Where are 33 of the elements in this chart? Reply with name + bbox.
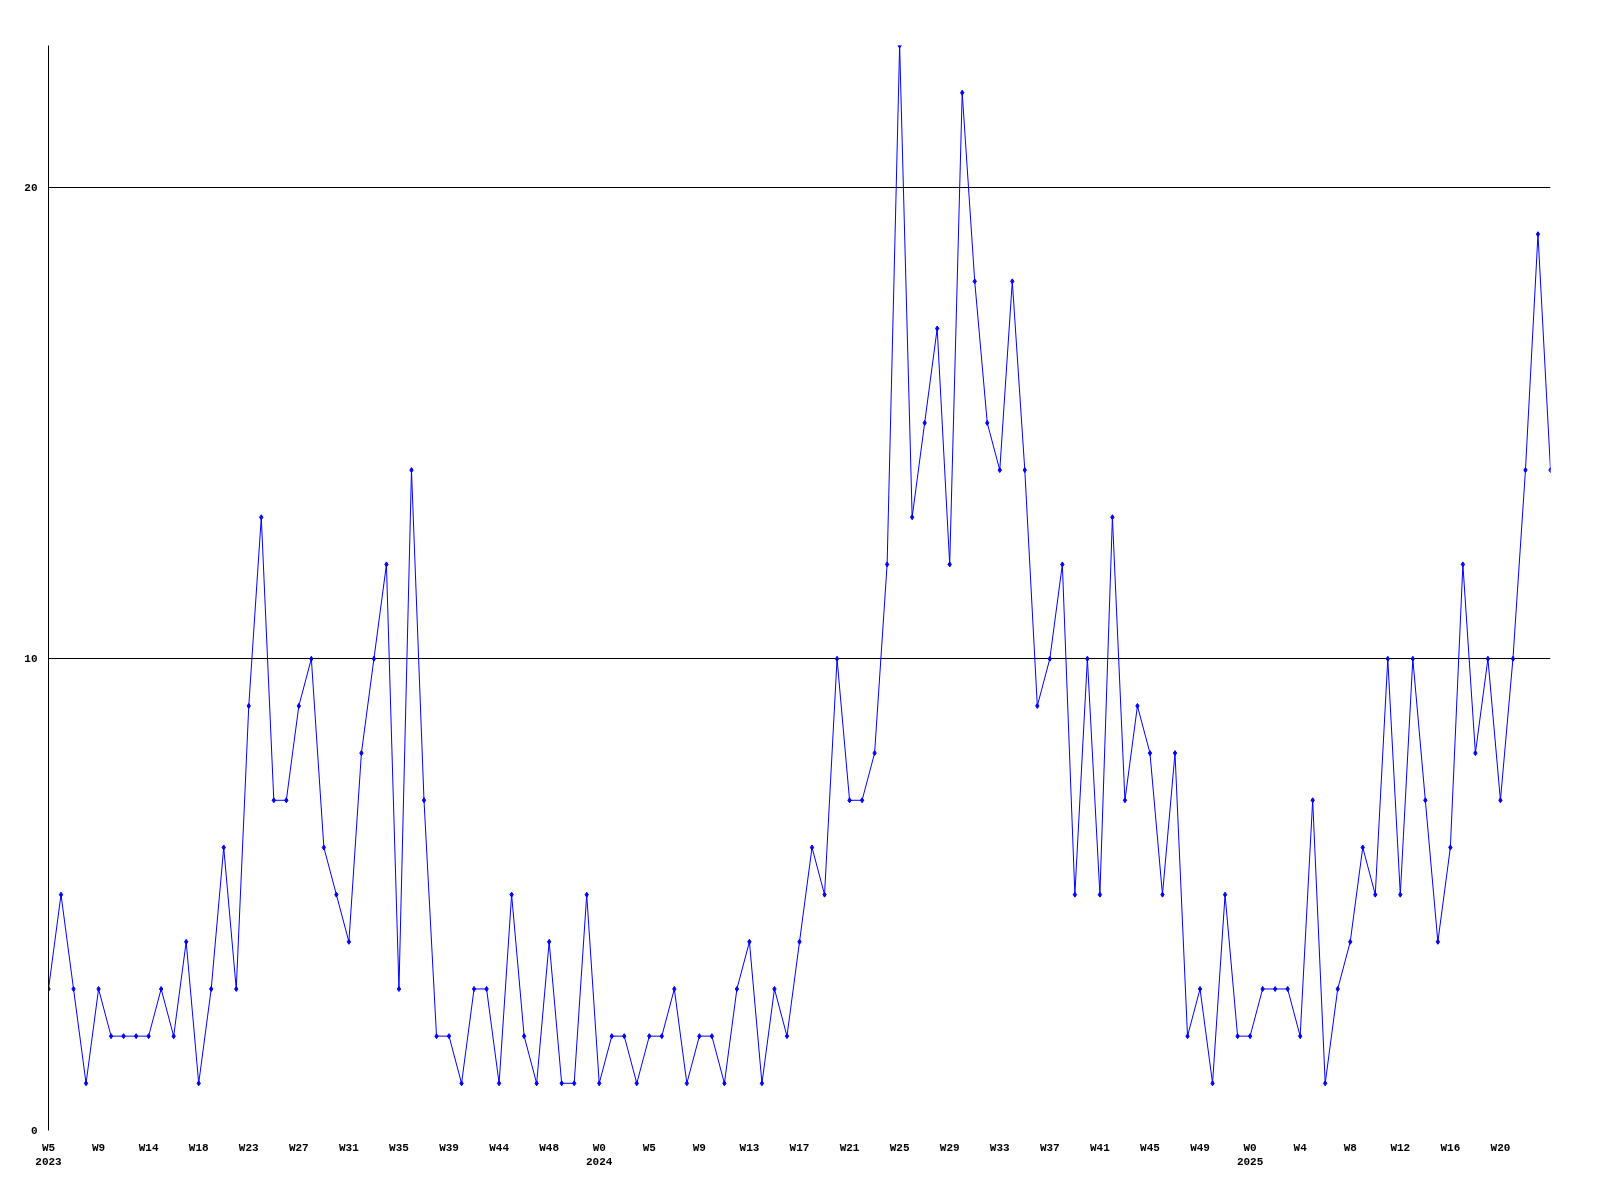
x-tick-label: W20 [1490,1141,1511,1154]
x-tick-label: W39 [439,1141,459,1154]
x-tick-label: W5 [642,1141,657,1154]
x-tick-label: W21 [839,1141,860,1154]
x-tick-label: W18 [188,1141,209,1154]
x-tick-label: W33 [989,1141,1011,1154]
x-tick-label: W45 [1140,1141,1161,1154]
x-tick-label: W9 [91,1141,106,1154]
x-tick-label: W16 [1440,1141,1461,1154]
x-tick-label: W14 [138,1141,159,1154]
x-tick-label: W12 [1390,1141,1411,1154]
x-tick-label: W23 [238,1141,260,1154]
x-tick-label: W4 [1293,1141,1308,1154]
x-tick-label: W27 [288,1141,309,1154]
x-tick-label: W31 [339,1141,360,1154]
x-tick-label: W9 [692,1141,706,1154]
x-tick-label: W0 2025 [1236,1141,1264,1168]
x-tick-label: W25 [889,1141,910,1154]
x-tick-label: W8 [1343,1141,1358,1154]
y-tick-label: 10 [24,653,38,666]
x-tick-label: W17 [789,1141,810,1154]
y-tick-label: 0 [30,1125,38,1137]
x-tick-label: W44 [489,1141,510,1154]
x-tick-label: W37 [1039,1141,1060,1154]
x-tick-label: W5 2023 [35,1141,63,1168]
x-tick-label: W13 [739,1141,760,1154]
y-tick-label: 20 [24,181,38,194]
x-tick-label: W35 [389,1141,410,1154]
x-tick-label: W0 2024 [586,1141,613,1168]
x-tick-label: W41 [1090,1141,1111,1154]
x-tick-label: W48 [539,1141,560,1154]
x-tick-label: W29 [939,1141,960,1154]
x-tick-label: W49 [1190,1141,1210,1154]
